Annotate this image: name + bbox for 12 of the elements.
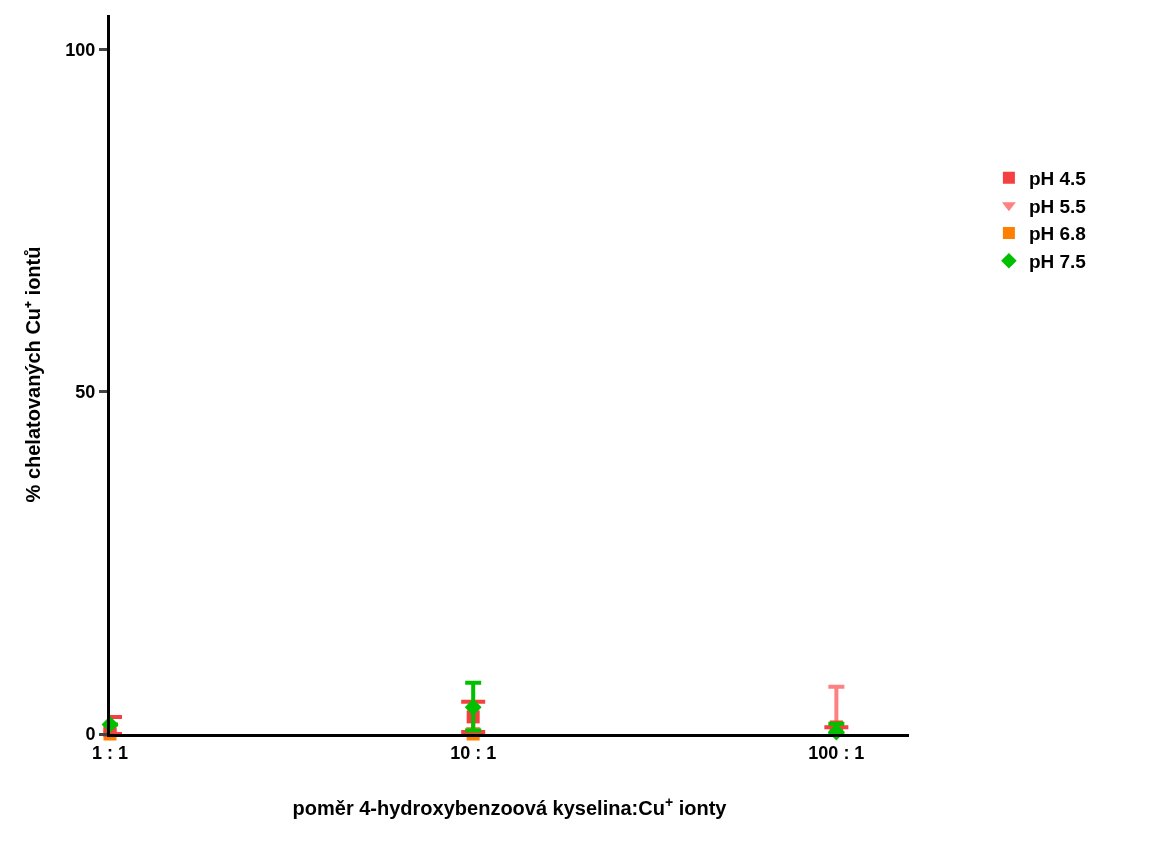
legend-label: pH 7.5 <box>1028 251 1087 273</box>
legend-label: pH 6.8 <box>1028 223 1086 245</box>
y-tick-label: 50 <box>75 381 96 402</box>
x-tick-label: 1 : 1 <box>91 742 129 763</box>
y-axis-title: % chelatovaných Cu⁺ iontů <box>21 246 44 503</box>
y-tick-label: 0 <box>85 724 96 745</box>
legend-label: pH 4.5 <box>1028 168 1087 190</box>
legend-label: pH 5.5 <box>1028 195 1087 217</box>
y-tick-label: 100 <box>65 39 96 60</box>
x-axis-title: poměr 4-hydroxybenzoová kyselina:Cu$^{+}$ ionty <box>292 793 728 820</box>
x-tick-label: 100 : 1 <box>808 742 865 763</box>
x-tick-label: 10 : 1 <box>450 742 497 763</box>
